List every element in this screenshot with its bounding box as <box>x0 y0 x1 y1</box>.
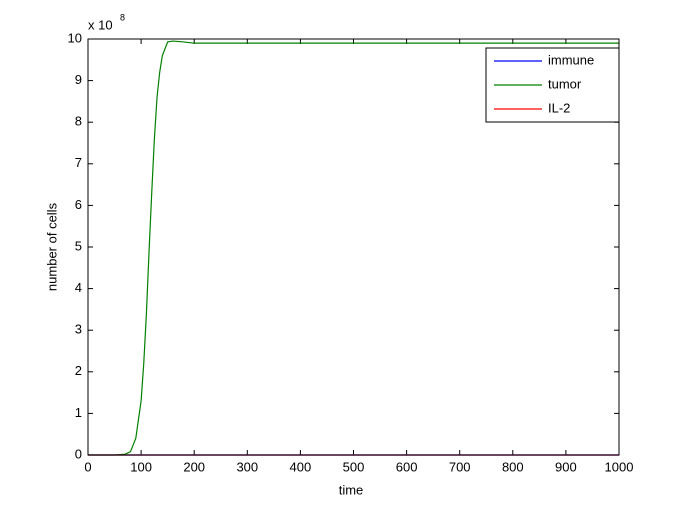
x-tick-label: 1000 <box>605 459 634 474</box>
y-multiplier: x 10 <box>88 17 113 32</box>
y-tick-label: 5 <box>75 238 82 253</box>
y-axis-label: number of cells <box>44 202 59 291</box>
y-tick-label: 8 <box>75 114 82 129</box>
x-axis-label: time <box>339 482 364 497</box>
y-tick-label: 6 <box>75 197 82 212</box>
y-tick-label: 9 <box>75 72 82 87</box>
y-tick-label: 10 <box>68 30 82 45</box>
y-tick-label: 0 <box>75 446 82 461</box>
x-tick-label: 100 <box>130 459 152 474</box>
x-tick-label: 700 <box>449 459 471 474</box>
x-tick-label: 600 <box>396 459 418 474</box>
x-tick-label: 200 <box>183 459 205 474</box>
legend-label: tumor <box>548 76 582 91</box>
legend-label: IL-2 <box>548 100 570 115</box>
axes-box <box>87 38 620 456</box>
x-tick-label: 800 <box>502 459 524 474</box>
y-tick-label: 7 <box>75 155 82 170</box>
x-tick-label: 400 <box>290 459 312 474</box>
y-tick-label: 4 <box>75 280 82 295</box>
y-tick-label: 1 <box>75 405 82 420</box>
x-tick-label: 900 <box>555 459 577 474</box>
y-tick-label: 3 <box>75 322 82 337</box>
x-tick-label: 0 <box>84 459 91 474</box>
y-multiplier-exponent: 8 <box>120 12 125 22</box>
data-line <box>88 40 619 456</box>
legend-label: immune <box>548 52 594 67</box>
x-tick-label: 500 <box>343 459 365 474</box>
y-tick-label: 2 <box>75 363 82 378</box>
x-tick-label: 300 <box>236 459 258 474</box>
